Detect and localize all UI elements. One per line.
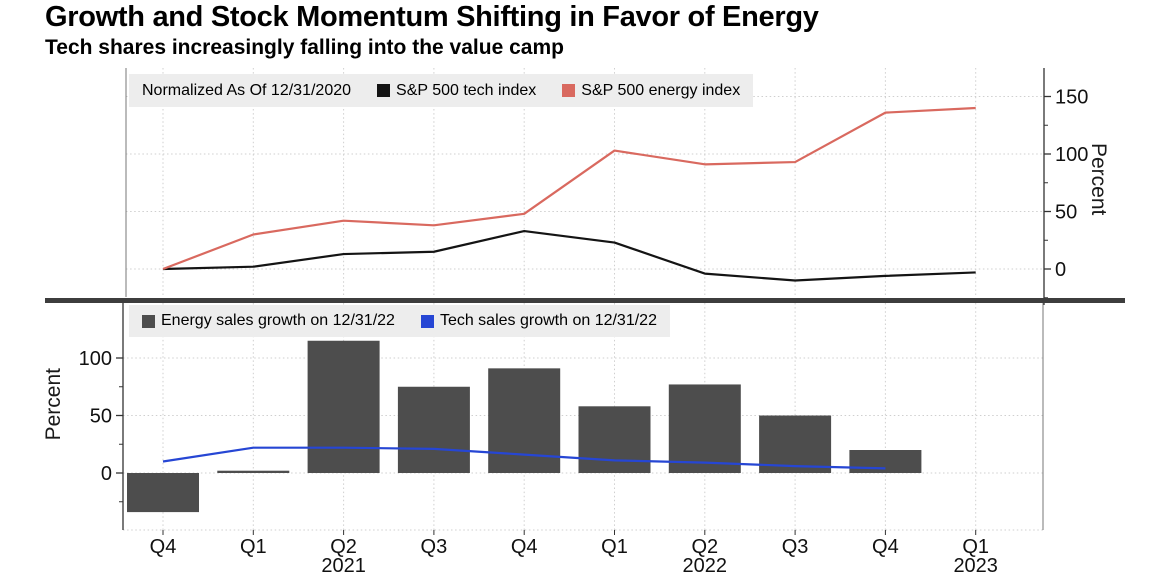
legend-label-energy-sales: Energy sales growth on 12/31/22 (161, 312, 395, 329)
legend-item-tech-index: S&P 500 tech index (377, 82, 536, 100)
page-subtitle: Tech shares increasingly falling into th… (45, 36, 564, 59)
legend-label-tech-index: S&P 500 tech index (396, 81, 537, 99)
tech-sales-swatch-icon (420, 314, 434, 328)
top-chart-series (162, 106, 976, 282)
bottom-chart-axes: 0 50 100 (79, 303, 1044, 535)
panel-divider (45, 298, 1125, 303)
x-tick-label: Q1 (240, 536, 267, 558)
x-tick-label: Q1 (962, 536, 989, 558)
legend-item-energy-sales: Energy sales growth on 12/31/22 (142, 312, 395, 330)
x-tick-label: Q4 (872, 536, 899, 558)
bottom-chart-series (162, 446, 886, 470)
legend-label-tech-sales: Tech sales growth on 12/31/22 (439, 312, 657, 329)
tech-index-swatch-icon (377, 84, 391, 97)
x-tick-label: Q4 (511, 536, 538, 558)
bottom-chart-bars (127, 340, 922, 513)
x-year-label: 2021 (321, 555, 366, 574)
top-chart-legend: Normalized As Of 12/31/2020 S&P 500 tech… (129, 74, 754, 107)
x-tick-label: Q4 (150, 536, 177, 558)
bottom-chart-legend: Energy sales growth on 12/31/22 Tech sal… (129, 305, 670, 337)
y-tick-label: 100 (79, 348, 112, 370)
energy-sales-swatch-icon (142, 314, 155, 328)
y-tick-label: 0 (1055, 259, 1066, 281)
x-tick-label: Q3 (421, 536, 448, 558)
energy-sales-growth-on-12-31-22-bar (307, 340, 380, 473)
s-p-500-energy-index-line (162, 106, 976, 271)
y-tick-label: 0 (101, 463, 112, 485)
energy-sales-growth-on-12-31-22-bar (849, 450, 922, 473)
legend-item-tech-sales: Tech sales growth on 12/31/22 (420, 312, 657, 330)
x-tick-label: Q2 (691, 536, 718, 558)
x-year-label: 2022 (683, 555, 728, 574)
top-chart-y-axis-title: Percent (1087, 143, 1110, 216)
s-p-500-tech-index-line (162, 229, 976, 282)
x-tick-label: Q2 (330, 536, 357, 558)
energy-sales-growth-on-12-31-22-bar (127, 473, 199, 513)
y-tick-label: 50 (1055, 202, 1077, 224)
y-tick-label: 50 (90, 406, 112, 428)
energy-index-swatch-icon (562, 84, 576, 97)
page-title: Growth and Stock Momentum Shifting in Fa… (45, 1, 819, 33)
bottom-chart-y-axis-title: Percent (42, 368, 65, 441)
bottom-chart-x-labels: Q4 Q1 Q2 Q3 Q4 Q1 Q2 Q3 Q4 Q1 2021 2022 2023 (150, 536, 998, 574)
energy-sales-growth-on-12-31-22-bar (397, 386, 470, 473)
energy-sales-growth-on-12-31-22-bar (578, 406, 651, 473)
energy-sales-growth-on-12-31-22-bar (217, 470, 290, 473)
x-year-label: 2023 (953, 555, 998, 574)
legend-label-energy-index: S&P 500 energy index (581, 81, 741, 99)
x-tick-label: Q3 (782, 536, 809, 558)
x-tick-label: Q1 (601, 536, 628, 558)
energy-sales-growth-on-12-31-22-bar (668, 384, 741, 473)
energy-sales-growth-on-12-31-22-bar (759, 415, 832, 473)
top-chart-axes: 0 50 100 150 (125, 68, 1088, 305)
legend-item-energy-index: S&P 500 energy index (562, 82, 740, 100)
tech-sales-growth-on-12-31-22-line (162, 446, 886, 470)
y-tick-label: 100 (1055, 144, 1088, 166)
y-tick-label: 150 (1055, 87, 1088, 109)
legend-note: Normalized As Of 12/31/2020 (142, 81, 352, 99)
